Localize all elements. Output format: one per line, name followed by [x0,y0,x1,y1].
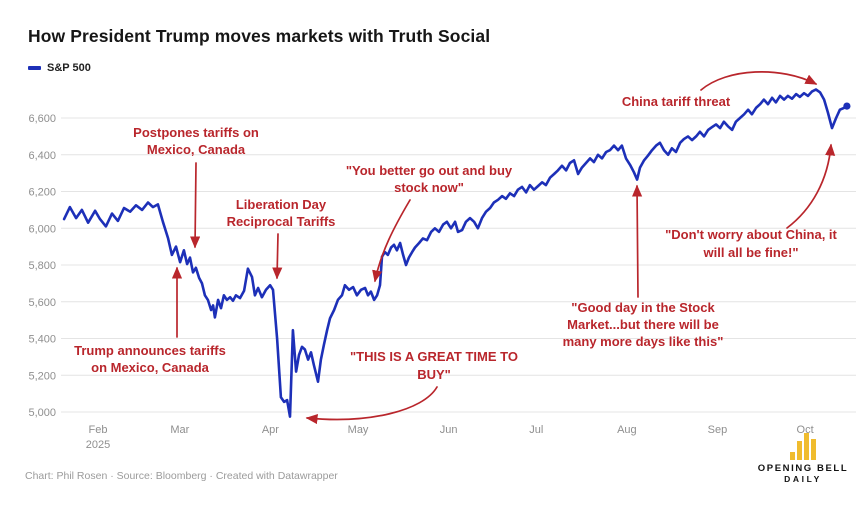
logo-bar [804,433,809,460]
opening-bell-daily-logo: OPENING BELL DAILY [744,433,862,484]
annotation-text: China tariff threat [622,94,731,109]
annotation-text: will all be fine!" [702,245,798,260]
logo-bar [790,452,795,460]
x-tick-label: Mar [170,424,189,436]
logo-text-line1: OPENING BELL [757,463,849,474]
x-axis-labels: Feb 2025 Mar Apr May Jun Jul Aug Sep Oct [86,424,814,451]
annotation-buy-stock-now: "You better go out and buy stock now" [346,163,513,283]
annotation-text: Market...but there will be [567,317,719,332]
logo-bar [797,441,802,460]
y-tick-label: 5,000 [28,407,56,419]
sp500-line-series [62,88,849,418]
down-arrow [272,233,283,280]
x-tick-label: Oct [797,424,814,436]
annotation-text: Liberation Day [236,197,327,212]
annotation-text: Mexico, Canada [147,142,246,157]
chart-credit: Chart: Phil Rosen · Source: Bloomberg · … [25,470,338,482]
curved-arrow [305,386,438,425]
x-tick-sublabel: 2025 [86,439,110,451]
x-tick-label: Feb [89,424,108,436]
annotation-good-day: "Good day in the Stock Market...but ther… [563,184,724,349]
logo-bar [811,439,816,460]
y-tick-label: 6,600 [28,113,56,125]
y-tick-label: 5,400 [28,334,56,346]
annotation-text: Trump announces tariffs [74,343,226,358]
legend-line-swatch-icon [28,66,41,70]
x-tick-label: Sep [708,424,728,436]
annotation-text: "Don't worry about China, it [665,227,837,242]
x-tick-label: Jul [529,424,543,436]
curved-arrow [786,143,836,229]
annotation-text: "THIS IS A GREAT TIME TO [350,349,518,364]
bar-chart-logo-icon [744,433,862,460]
annotation-announces-tariffs: Trump announces tariffs on Mexico, Canad… [74,266,226,375]
annotation-text: stock now" [394,180,464,195]
annotation-text: BUY" [417,367,451,382]
y-axis-labels: 6,600 6,400 6,200 6,000 5,800 5,600 5,400 5,200… [28,113,56,419]
logo-text-line2: DAILY [784,474,822,484]
annotation-liberation-day: Liberation Day Reciprocal Tariffs [227,197,336,280]
down-arrow [190,162,201,249]
line-end-dot [843,102,851,110]
annotation-postpones-tariffs: Postpones tariffs on Mexico, Canada [133,125,259,249]
legend: S&P 500 [28,62,91,74]
y-tick-label: 6,200 [28,187,56,199]
legend-label: S&P 500 [47,62,91,74]
annotation-dont-worry: "Don't worry about China, it will all be… [665,143,838,260]
up-arrow [631,184,643,298]
curved-arrow [700,71,818,91]
page-title: How President Trump moves markets with T… [28,26,491,46]
x-tick-label: Jun [440,424,458,436]
y-tick-label: 6,000 [28,223,56,235]
annotation-great-time-to-buy: "THIS IS A GREAT TIME TO BUY" [305,349,518,425]
curved-arrow [372,199,411,283]
annotation-text: "Good day in the Stock [571,300,715,315]
annotation-text: many more days like this" [563,334,724,349]
x-tick-label: Aug [617,424,637,436]
annotation-china-tariff-threat: China tariff threat [622,71,818,109]
gridlines [61,117,856,413]
x-tick-label: May [348,424,369,436]
x-tick-label: Apr [262,424,279,436]
annotation-text: Reciprocal Tariffs [227,214,336,229]
y-tick-label: 5,200 [28,370,56,382]
y-tick-label: 5,800 [28,260,56,272]
annotation-text: Postpones tariffs on [133,125,259,140]
annotation-text: "You better go out and buy [346,163,513,178]
y-tick-label: 6,400 [28,150,56,162]
y-tick-label: 5,600 [28,297,56,309]
annotation-text: on Mexico, Canada [91,360,210,375]
